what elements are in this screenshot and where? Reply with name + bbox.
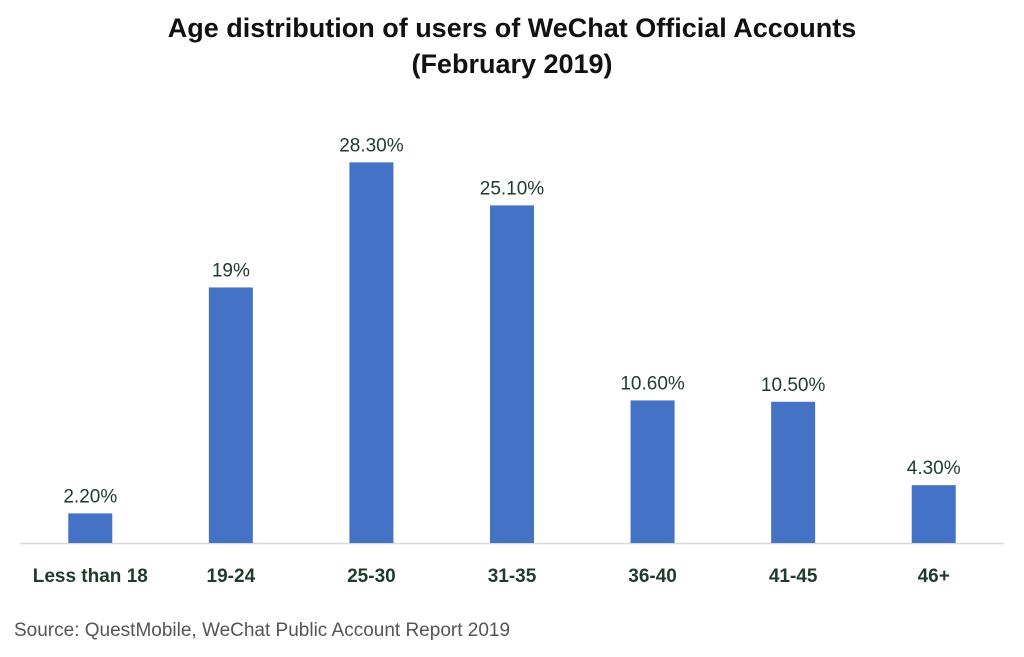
x-tick-label: 25-30 (347, 566, 396, 587)
bar-31-35 (490, 205, 534, 543)
x-tick-label: 31-35 (488, 566, 537, 587)
bar-25-30 (349, 162, 394, 544)
data-label: 4.30% (907, 458, 961, 479)
x-tick-label: 41-45 (769, 566, 818, 587)
bar-19-24 (208, 287, 253, 543)
bar-less-than-18 (68, 513, 113, 543)
data-label: 25.10% (480, 178, 545, 199)
data-label: 19% (212, 260, 250, 281)
bar-36-40 (630, 400, 675, 543)
bar-46 (911, 485, 956, 543)
data-label: 10.60% (620, 373, 685, 394)
x-tick-label: 19-24 (207, 566, 256, 587)
x-tick-label: Less than 18 (33, 566, 148, 587)
data-label: 28.30% (339, 135, 404, 156)
x-tick-label: 36-40 (628, 566, 677, 587)
source-note: Source: QuestMobile, WeChat Public Accou… (14, 620, 511, 641)
data-label: 10.50% (761, 375, 826, 396)
x-tick-label: 46+ (918, 566, 950, 587)
chart-title: Age distribution of users of WeChat Offi… (167, 13, 857, 79)
data-label: 2.20% (63, 486, 117, 507)
bar-41-45 (771, 401, 816, 543)
